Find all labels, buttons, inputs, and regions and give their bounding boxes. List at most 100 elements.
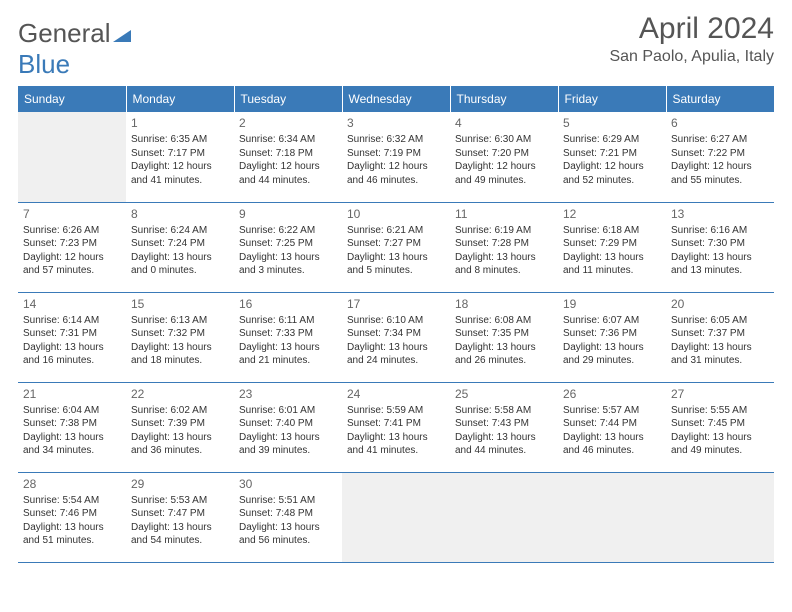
day-number: 26 [563, 386, 661, 402]
sunrise-line: Sunrise: 6:07 AM [563, 314, 661, 328]
logo-triangle-icon [113, 18, 131, 49]
sunset-line: Sunset: 7:45 PM [671, 417, 769, 431]
calendar-day-cell: 4 Sunrise: 6:30 AMSunset: 7:20 PMDaylight… [450, 112, 558, 202]
calendar-day-cell: 21Sunrise: 6:04 AMSunset: 7:38 PMDayligh… [18, 382, 126, 472]
day-number: 21 [23, 386, 121, 402]
title-block: April 2024 San Paolo, Apulia, Italy [609, 12, 774, 66]
daylight-line: Daylight: 13 hours and 26 minutes. [455, 341, 553, 368]
sunrise-line: Sunrise: 6:35 AM [131, 133, 229, 147]
daylight-line: Daylight: 12 hours and 49 minutes. [455, 160, 553, 187]
daylight-line: Daylight: 13 hours and 31 minutes. [671, 341, 769, 368]
sunrise-line: Sunrise: 5:51 AM [239, 494, 337, 508]
sunset-line: Sunset: 7:20 PM [455, 147, 553, 161]
calendar-day-cell: 8Sunrise: 6:24 AMSunset: 7:24 PMDaylight… [126, 202, 234, 292]
sunrise-line: Sunrise: 6:32 AM [347, 133, 445, 147]
day-number: 19 [563, 296, 661, 312]
calendar-week-row: 14Sunrise: 6:14 AMSunset: 7:31 PMDayligh… [18, 292, 774, 382]
daylight-line: Daylight: 12 hours and 44 minutes. [239, 160, 337, 187]
sunset-line: Sunset: 7:34 PM [347, 327, 445, 341]
calendar-day-cell: 2Sunrise: 6:34 AMSunset: 7:18 PMDaylight… [234, 112, 342, 202]
logo: GeneralBlue [18, 12, 131, 80]
sunset-line: Sunset: 7:32 PM [131, 327, 229, 341]
sunset-line: Sunset: 7:22 PM [671, 147, 769, 161]
sunrise-line: Sunrise: 6:10 AM [347, 314, 445, 328]
daylight-line: Daylight: 13 hours and 36 minutes. [131, 431, 229, 458]
day-number: 4 [455, 115, 553, 131]
calendar-day-cell: 13Sunrise: 6:16 AMSunset: 7:30 PMDayligh… [666, 202, 774, 292]
daylight-line: Daylight: 13 hours and 16 minutes. [23, 341, 121, 368]
daylight-line: Daylight: 13 hours and 51 minutes. [23, 521, 121, 548]
calendar-day-cell [558, 472, 666, 562]
calendar-day-cell [342, 472, 450, 562]
sunset-line: Sunset: 7:36 PM [563, 327, 661, 341]
day-number: 12 [563, 206, 661, 222]
sunrise-line: Sunrise: 6:16 AM [671, 224, 769, 238]
sunrise-line: Sunrise: 6:22 AM [239, 224, 337, 238]
day-number: 29 [131, 476, 229, 492]
calendar-day-cell: 22Sunrise: 6:02 AMSunset: 7:39 PMDayligh… [126, 382, 234, 472]
sunset-line: Sunset: 7:44 PM [563, 417, 661, 431]
calendar-day-cell: 28Sunrise: 5:54 AMSunset: 7:46 PMDayligh… [18, 472, 126, 562]
location: San Paolo, Apulia, Italy [609, 48, 774, 66]
calendar-day-cell: 16Sunrise: 6:11 AMSunset: 7:33 PMDayligh… [234, 292, 342, 382]
sunrise-line: Sunrise: 5:54 AM [23, 494, 121, 508]
calendar-day-cell [666, 472, 774, 562]
daylight-line: Daylight: 13 hours and 54 minutes. [131, 521, 229, 548]
daylight-line: Daylight: 12 hours and 41 minutes. [131, 160, 229, 187]
sunrise-line: Sunrise: 6:11 AM [239, 314, 337, 328]
day-header: Saturday [666, 86, 774, 112]
sunrise-line: Sunrise: 6:34 AM [239, 133, 337, 147]
calendar-day-cell: 7Sunrise: 6:26 AMSunset: 7:23 PMDaylight… [18, 202, 126, 292]
sunset-line: Sunset: 7:40 PM [239, 417, 337, 431]
sunset-line: Sunset: 7:47 PM [131, 507, 229, 521]
sunset-line: Sunset: 7:31 PM [23, 327, 121, 341]
daylight-line: Daylight: 13 hours and 13 minutes. [671, 251, 769, 278]
day-number: 24 [347, 386, 445, 402]
calendar-day-cell: 1Sunrise: 6:35 AMSunset: 7:17 PMDaylight… [126, 112, 234, 202]
day-number: 7 [23, 206, 121, 222]
calendar-day-cell: 9Sunrise: 6:22 AMSunset: 7:25 PMDaylight… [234, 202, 342, 292]
day-number: 1 [131, 115, 229, 131]
sunrise-line: Sunrise: 6:19 AM [455, 224, 553, 238]
day-number: 22 [131, 386, 229, 402]
logo-part2: Blue [18, 49, 70, 79]
sunrise-line: Sunrise: 6:30 AM [455, 133, 553, 147]
day-header-row: SundayMondayTuesdayWednesdayThursdayFrid… [18, 86, 774, 112]
calendar-day-cell: 30Sunrise: 5:51 AMSunset: 7:48 PMDayligh… [234, 472, 342, 562]
sunrise-line: Sunrise: 5:58 AM [455, 404, 553, 418]
calendar-day-cell: 19 Sunrise: 6:07 AMSunset: 7:36 PMDayligh… [558, 292, 666, 382]
day-header: Friday [558, 86, 666, 112]
sunset-line: Sunset: 7:39 PM [131, 417, 229, 431]
day-header: Sunday [18, 86, 126, 112]
daylight-line: Daylight: 13 hours and 49 minutes. [671, 431, 769, 458]
day-header: Tuesday [234, 86, 342, 112]
sunset-line: Sunset: 7:27 PM [347, 237, 445, 251]
sunrise-line: Sunrise: 6:13 AM [131, 314, 229, 328]
calendar-day-cell: 3Sunrise: 6:32 AMSunset: 7:19 PMDaylight… [342, 112, 450, 202]
calendar-day-cell: 5Sunrise: 6:29 AMSunset: 7:21 PMDaylight… [558, 112, 666, 202]
calendar-week-row: 1Sunrise: 6:35 AMSunset: 7:17 PMDaylight… [18, 112, 774, 202]
calendar-day-cell: 17Sunrise: 6:10 AMSunset: 7:34 PMDayligh… [342, 292, 450, 382]
day-number: 18 [455, 296, 553, 312]
day-number: 14 [23, 296, 121, 312]
calendar-day-cell: 15Sunrise: 6:13 AMSunset: 7:32 PMDayligh… [126, 292, 234, 382]
daylight-line: Daylight: 12 hours and 52 minutes. [563, 160, 661, 187]
sunset-line: Sunset: 7:29 PM [563, 237, 661, 251]
daylight-line: Daylight: 13 hours and 39 minutes. [239, 431, 337, 458]
daylight-line: Daylight: 13 hours and 29 minutes. [563, 341, 661, 368]
sunset-line: Sunset: 7:21 PM [563, 147, 661, 161]
daylight-line: Daylight: 13 hours and 41 minutes. [347, 431, 445, 458]
sunset-line: Sunset: 7:33 PM [239, 327, 337, 341]
calendar-day-cell: 29Sunrise: 5:53 AMSunset: 7:47 PMDayligh… [126, 472, 234, 562]
daylight-line: Daylight: 13 hours and 0 minutes. [131, 251, 229, 278]
day-number: 15 [131, 296, 229, 312]
sunrise-line: Sunrise: 6:05 AM [671, 314, 769, 328]
daylight-line: Daylight: 12 hours and 46 minutes. [347, 160, 445, 187]
day-number: 3 [347, 115, 445, 131]
daylight-line: Daylight: 13 hours and 46 minutes. [563, 431, 661, 458]
logo-text: GeneralBlue [18, 18, 131, 80]
sunrise-line: Sunrise: 6:21 AM [347, 224, 445, 238]
sunrise-line: Sunrise: 6:04 AM [23, 404, 121, 418]
day-header: Monday [126, 86, 234, 112]
sunrise-line: Sunrise: 6:18 AM [563, 224, 661, 238]
